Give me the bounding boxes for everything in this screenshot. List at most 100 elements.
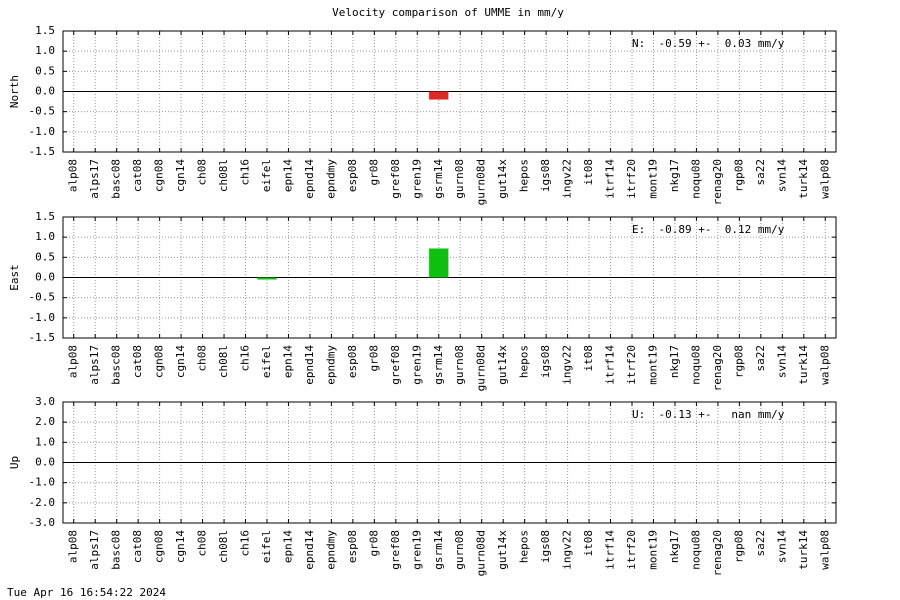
x-tick-label: ingv22 (561, 345, 574, 385)
x-tick-label: igs08 (539, 159, 552, 192)
x-tick-label: basc08 (110, 345, 123, 385)
y-tick-label: -0.5 (29, 105, 56, 118)
plot-frame (62, 401, 837, 524)
x-tick-label: esp08 (346, 159, 359, 192)
plot-frame (62, 216, 837, 339)
x-tick-label: alp08 (67, 345, 80, 378)
x-tick-label: walp08 (818, 530, 831, 570)
x-tick-label: noqu08 (689, 530, 702, 570)
x-tick-label: ingv22 (561, 159, 574, 199)
y-axis-label: Up (8, 456, 21, 469)
y-tick-label: 0.5 (35, 64, 55, 77)
x-tick-label: rgp08 (732, 345, 745, 378)
x-tick-label: itrf20 (625, 159, 638, 199)
x-tick-label: sa22 (754, 345, 767, 372)
x-tick-label: hepos (518, 159, 531, 192)
x-tick-label: gut14x (496, 530, 509, 570)
subplot: 1.5 1.0 0.5 0.0 -0.5 -1.0 -1.5 alp08 alps17 basc0… (8, 24, 837, 205)
x-tick-label: cgn08 (153, 530, 166, 563)
x-tick-label: sa22 (754, 159, 767, 186)
x-tick-label: gref08 (389, 159, 402, 199)
y-tick-label: -2.0 (29, 496, 56, 509)
x-tick-label: epnd14 (303, 345, 316, 385)
x-tick-label: it08 (582, 345, 595, 372)
bar (429, 248, 449, 278)
y-tick-label: -1.0 (29, 125, 56, 138)
x-tick-label: alps17 (88, 530, 101, 570)
x-tick-label: ch16 (239, 159, 252, 186)
y-tick-label: 1.0 (35, 435, 55, 448)
x-tick-label: gsrm14 (432, 345, 445, 385)
x-tick-label: rgp08 (732, 530, 745, 563)
x-tick-label: cat08 (131, 159, 144, 192)
subplot: 3.0 2.0 1.0 0.0 -1.0 -2.0 -3.0 alp08 alps17 basc0… (8, 395, 837, 576)
x-tick-label: mont19 (646, 159, 659, 199)
y-tick-label: 1.0 (35, 44, 55, 57)
x-tick-label: itrf14 (604, 530, 617, 570)
x-tick-label: cgn14 (174, 345, 187, 378)
y-tick-label: -1.5 (29, 331, 56, 344)
x-tick-label: renag20 (711, 530, 724, 576)
y-axis-label: North (8, 75, 21, 108)
x-tick-label: ch08 (196, 159, 209, 186)
x-tick-label: gr08 (367, 345, 380, 372)
x-tick-label: cat08 (131, 345, 144, 378)
bar (429, 91, 449, 100)
y-tick-label: -1.5 (29, 145, 56, 158)
x-tick-label: epn14 (281, 530, 294, 563)
x-tick-label: gren19 (410, 345, 423, 385)
y-tick-label: 0.5 (35, 250, 55, 263)
y-tick-label: 0.0 (35, 85, 55, 98)
y-tick-label: 3.0 (35, 395, 55, 408)
x-tick-label: gref08 (389, 530, 402, 570)
x-tick-label: gr08 (367, 530, 380, 557)
y-tick-label: 1.5 (35, 24, 55, 37)
y-axis-label: East (8, 264, 21, 291)
x-tick-label: nkg17 (668, 530, 681, 563)
x-tick-label: nkg17 (668, 159, 681, 192)
x-tick-label: hepos (518, 530, 531, 563)
x-tick-label: gsrm14 (432, 159, 445, 199)
x-tick-label: gut14x (496, 345, 509, 385)
x-tick-label: itrf20 (625, 530, 638, 570)
y-tick-label: 0.0 (35, 271, 55, 284)
bar (257, 277, 277, 280)
x-tick-label: igs08 (539, 530, 552, 563)
x-tick-label: esp08 (346, 345, 359, 378)
x-tick-label: svn14 (775, 530, 788, 563)
y-tick-label: -1.0 (29, 311, 56, 324)
x-tick-label: rgp08 (732, 159, 745, 192)
x-tick-label: turk14 (797, 530, 810, 570)
x-tick-label: epn14 (281, 159, 294, 192)
x-tick-label: mont19 (646, 345, 659, 385)
subplot: 1.5 1.0 0.5 0.0 -0.5 -1.0 -1.5 alp08 alps17 basc0… (8, 210, 837, 391)
x-tick-label: itrf14 (604, 159, 617, 199)
x-tick-label: itrf14 (604, 345, 617, 385)
y-tick-label: 0.0 (35, 456, 55, 469)
x-tick-label: eifel (260, 159, 273, 192)
x-tick-label: epnd14 (303, 159, 316, 199)
x-tick-label: cgn14 (174, 159, 187, 192)
x-tick-label: gsrm14 (432, 530, 445, 570)
x-tick-label: epn14 (281, 345, 294, 378)
x-tick-label: gurn08 (453, 345, 466, 385)
x-tick-label: noqu08 (689, 345, 702, 385)
y-tick-label: -1.0 (29, 476, 56, 489)
x-tick-label: gurn08d (475, 159, 488, 205)
x-tick-label: gr08 (367, 159, 380, 186)
annotation: N: -0.59 +- 0.03 mm/y (632, 37, 785, 50)
x-tick-label: igs08 (539, 345, 552, 378)
x-tick-label: basc08 (110, 530, 123, 570)
x-tick-label: alps17 (88, 345, 101, 385)
x-tick-label: gurn08 (453, 530, 466, 570)
x-tick-label: renag20 (711, 345, 724, 391)
x-tick-label: noqu08 (689, 159, 702, 199)
x-tick-label: sa22 (754, 530, 767, 557)
x-tick-label: alps17 (88, 159, 101, 199)
figure-title: Velocity comparison of UMME in mm/y (332, 6, 564, 19)
x-tick-label: esp08 (346, 530, 359, 563)
x-tick-label: gurn08d (475, 345, 488, 391)
x-tick-label: gren19 (410, 159, 423, 199)
x-tick-label: turk14 (797, 345, 810, 385)
x-tick-label: basc08 (110, 159, 123, 199)
